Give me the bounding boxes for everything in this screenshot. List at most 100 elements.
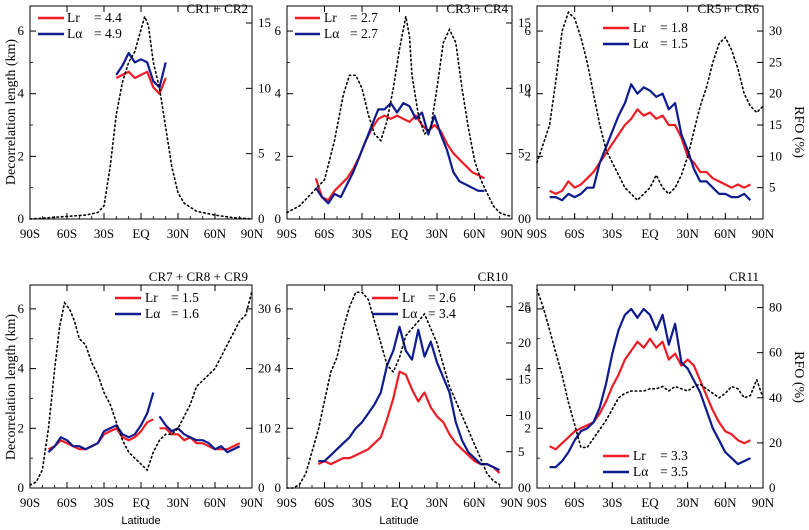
y-right-tick-label: 10 (258, 420, 271, 435)
legend: Lr = 4.4 Lα = 4.9 (38, 10, 122, 41)
x-tick-label: 30S (352, 495, 372, 510)
plot-frame (286, 284, 513, 489)
panel-title: CR7 + CR8 + CR9 (149, 269, 248, 284)
x-axis-label: Latitude (379, 515, 418, 527)
series-la-line (47, 392, 241, 454)
x-tick-label: 60S (314, 226, 334, 241)
x-tick-label: EQ (641, 495, 659, 510)
y-left-tick-label: 0 (525, 480, 532, 495)
legend-la-label: Lα (324, 26, 339, 41)
x-tick-label: 90N (501, 226, 524, 241)
series-la-line (115, 51, 167, 89)
x-tick-label: 90S (20, 226, 40, 241)
legend-lr-value: = 1.5 (171, 290, 199, 305)
x-tick-label: 90S (527, 226, 547, 241)
y-left-tick-label: 4 (525, 86, 532, 101)
x-tick-label: 30N (167, 226, 190, 241)
right-axis-label-top: RFO (%) (791, 106, 806, 158)
x-tick-label: 30N (426, 226, 449, 241)
y-left-tick-label: 0 (18, 211, 25, 226)
x-tick-label: 30N (676, 495, 699, 510)
y-right-tick-label: 60 (769, 345, 782, 360)
legend: Lr = 2.7 Lα = 2.7 (295, 10, 378, 41)
y-left-tick-label: 0 (18, 480, 25, 495)
x-tick-label: EQ (132, 495, 150, 510)
y-right-tick-label: 20 (769, 435, 782, 450)
series-lr-line (317, 370, 501, 474)
x-tick-label: 90S (277, 226, 297, 241)
y-right-tick-label: 20 (769, 86, 782, 101)
y-left-tick-label: 6 (275, 301, 282, 316)
x-tick-label: 30S (94, 226, 114, 241)
series-la-line (549, 307, 751, 469)
x-tick-label: 90N (501, 495, 524, 510)
x-tick-label: 90S (20, 495, 40, 510)
legend-la-value: = 1.6 (171, 306, 199, 321)
panel-title: CR11 (729, 269, 759, 284)
series-rfo-line (286, 291, 501, 489)
legend-lr-label: Lr (67, 10, 80, 25)
x-tick-label: 60N (463, 495, 486, 510)
legend: Lr = 3.3 Lα = 3.5 (603, 448, 688, 479)
y-right-tick-label: 5 (518, 444, 525, 459)
left-axis-label-top: Decorrelation length (km) (4, 39, 19, 186)
y-right-tick-label: 10 (518, 80, 531, 95)
y-right-tick-label: 15 (769, 117, 782, 132)
x-tick-label: 30S (602, 226, 622, 241)
y-left-tick-label: 4 (525, 361, 532, 376)
x-tick-label: 60S (565, 495, 585, 510)
legend-lr-label: Lr (145, 290, 158, 305)
y-left-tick-label: 2 (18, 420, 25, 435)
y-left-tick-label: 0 (275, 211, 282, 226)
x-tick-label: 90N (752, 495, 775, 510)
legend-lr-value: = 1.8 (660, 20, 688, 35)
y-left-tick-label: 4 (275, 86, 282, 101)
y-right-tick-label: 0 (518, 211, 525, 226)
x-tick-label: 30N (676, 226, 699, 241)
series-rfo-line (286, 16, 513, 218)
y-left-tick-label: 6 (275, 23, 282, 38)
y-left-tick-label: 4 (18, 361, 25, 376)
x-tick-label: 60N (204, 495, 227, 510)
plot-frame (29, 5, 253, 220)
legend-la-value: = 4.9 (94, 26, 122, 41)
legend-la-label: Lα (402, 306, 417, 321)
y-left-tick-label: 6 (18, 23, 25, 38)
y-left-tick-label: 6 (525, 301, 532, 316)
y-right-tick-label: 20 (258, 361, 271, 376)
series-lr-line (549, 108, 751, 195)
y-left-tick-label: 6 (18, 301, 25, 316)
panel-title: CR5 + CR6 (697, 1, 759, 16)
y-right-tick-label: 30 (769, 23, 782, 38)
series-la-line (314, 102, 485, 205)
y-right-tick-label: 20 (518, 335, 531, 350)
x-tick-label: 60N (463, 226, 486, 241)
x-tick-label: 90N (241, 495, 264, 510)
x-tick-label: 60S (57, 226, 77, 241)
legend-la-label: Lα (145, 306, 160, 321)
y-left-tick-label: 6 (525, 23, 532, 38)
x-tick-label: 60S (565, 226, 585, 241)
legend-lr-value: = 3.3 (660, 448, 688, 463)
x-tick-label: EQ (391, 495, 409, 510)
y-left-tick-label: 0 (275, 480, 282, 495)
x-axis-label: Latitude (630, 515, 669, 527)
x-tick-label: EQ (391, 226, 409, 241)
legend-lr-value: = 4.4 (94, 10, 122, 25)
legend-la-value: = 3.5 (660, 464, 688, 479)
legend: Lr = 1.8 Lα = 1.5 (603, 20, 688, 51)
legend-lr-label: Lr (324, 10, 337, 25)
y-right-tick-label: 25 (518, 299, 531, 314)
legend-la-value: = 1.5 (660, 36, 688, 51)
legend-la-label: Lα (67, 26, 82, 41)
y-right-tick-label: 40 (769, 390, 782, 405)
y-right-tick-label: 15 (258, 15, 271, 30)
y-left-tick-label: 2 (525, 420, 532, 435)
panel-cr5-cr6: 90S 60S 30S EQ 30N 60N 90N 0 2 4 6 5 10 15 20 25 30 CR5 … (525, 1, 783, 241)
x-tick-label: 90S (527, 495, 547, 510)
